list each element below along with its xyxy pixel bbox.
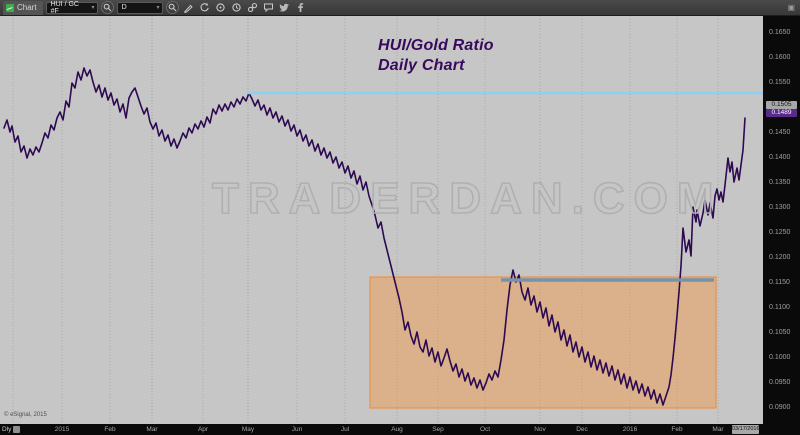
copyright-text: © eSignal, 2015 — [4, 412, 47, 418]
y-axis-tick-label: 0.1300 — [769, 203, 791, 211]
symbol-input[interactable]: HUI / GC #F ▾ — [45, 0, 98, 15]
x-axis-tick-label: 2015 — [54, 426, 70, 433]
last-price-badge: 0.1489 — [766, 108, 797, 117]
x-axis-tick-label: Mar — [146, 426, 158, 433]
axis-settings-icon[interactable] — [13, 426, 21, 433]
y-axis-tick-label: 0.1050 — [769, 328, 791, 336]
interval-search-button[interactable] — [165, 1, 179, 14]
x-axis-mode-label: Dly — [2, 426, 12, 433]
refresh-icon[interactable] — [198, 1, 211, 14]
y-axis-tick-label: 0.1650 — [769, 28, 791, 36]
draw-pencil-icon[interactable] — [182, 1, 195, 14]
x-axis-tick-label: Nov — [534, 426, 546, 433]
twitter-icon[interactable] — [278, 1, 291, 14]
y-axis-tick-label: 0.1200 — [769, 253, 791, 261]
price-level-badge: 0.1505 — [766, 100, 797, 109]
y-axis-tick-label: 0.1550 — [769, 78, 791, 86]
x-axis-tick-label: Jul — [340, 426, 350, 433]
chart-title-line1: HUI/Gold Ratio — [378, 37, 494, 54]
search-icon — [167, 1, 178, 14]
x-axis-tick-label: 2016 — [622, 426, 638, 433]
x-axis-tick-label: Aug — [391, 426, 403, 433]
tab-chart-label: Chart — [17, 3, 37, 12]
x-axis-tick-label: May — [241, 426, 255, 433]
y-axis-tick-label: 0.1450 — [769, 128, 791, 136]
consolidation-box — [369, 276, 717, 409]
x-axis-tick-label: Feb — [104, 426, 116, 433]
chart-title-line2: Daily Chart — [378, 57, 465, 74]
y-axis-tick-label: 0.1150 — [769, 278, 790, 286]
chart-title: HUI/Gold Ratio Daily Chart — [378, 36, 494, 76]
y-axis-tick-label: 0.1400 — [769, 153, 791, 161]
watermark-text: TRADERDAN.COM — [211, 173, 723, 224]
x-axis-tick-label: Sep — [432, 426, 444, 433]
clock-icon[interactable] — [230, 1, 243, 14]
crosshair-icon[interactable] — [214, 1, 227, 14]
x-axis-tick-label: Mar — [712, 426, 724, 433]
y-axis-tick-label: 0.1350 — [769, 178, 791, 186]
x-axis-mode[interactable]: Dly — [2, 426, 21, 433]
comment-icon[interactable] — [262, 1, 275, 14]
interval-input[interactable]: D ▾ — [116, 1, 163, 14]
chevron-down-icon: ▾ — [91, 5, 95, 11]
facebook-icon[interactable] — [294, 1, 307, 14]
y-axis-tick-label: 0.1250 — [769, 228, 791, 236]
y-axis-tick-label: 0.0950 — [769, 378, 791, 386]
x-axis-tick-label: Apr — [197, 426, 209, 433]
date-badge: 03/17/2016 — [732, 425, 760, 434]
chart-plot-area[interactable]: TRADERDAN.COM HUI/Gold Ratio Daily Chart… — [0, 16, 763, 424]
x-axis-tick-label: Jun — [291, 426, 303, 433]
link-icon[interactable] — [246, 1, 259, 14]
y-axis-tick-label: 0.1100 — [769, 303, 790, 311]
y-axis-tick-label: 0.1000 — [769, 353, 791, 361]
chart-icon — [6, 3, 14, 12]
symbol-value: HUI / GC #F — [50, 0, 79, 15]
symbol-search-button[interactable] — [100, 1, 114, 14]
chevron-down-icon: ▾ — [156, 5, 160, 11]
toolbar-corner-icon[interactable]: ▣ — [787, 3, 795, 12]
price-line — [3, 67, 746, 406]
search-icon — [102, 1, 113, 14]
x-axis-tick-label: Dec — [576, 426, 588, 433]
x-axis[interactable]: Dly 2015 Feb Mar Apr May Jun Jul Aug Sep Oct Nov De… — [0, 424, 763, 435]
interval-value: D — [121, 4, 127, 11]
tab-chart[interactable]: Chart — [3, 0, 43, 15]
x-axis-tick-label: Oct — [479, 426, 491, 433]
toolbar: Chart HUI / GC #F ▾ D ▾ — [0, 0, 800, 16]
y-axis[interactable]: 0.16500.16000.15500.15000.14500.14000.13… — [763, 16, 800, 435]
chart-canvas[interactable] — [0, 16, 763, 424]
y-axis-tick-label: 0.1600 — [769, 53, 791, 61]
x-axis-tick-label: Feb — [671, 426, 683, 433]
y-axis-tick-label: 0.0900 — [769, 403, 791, 411]
